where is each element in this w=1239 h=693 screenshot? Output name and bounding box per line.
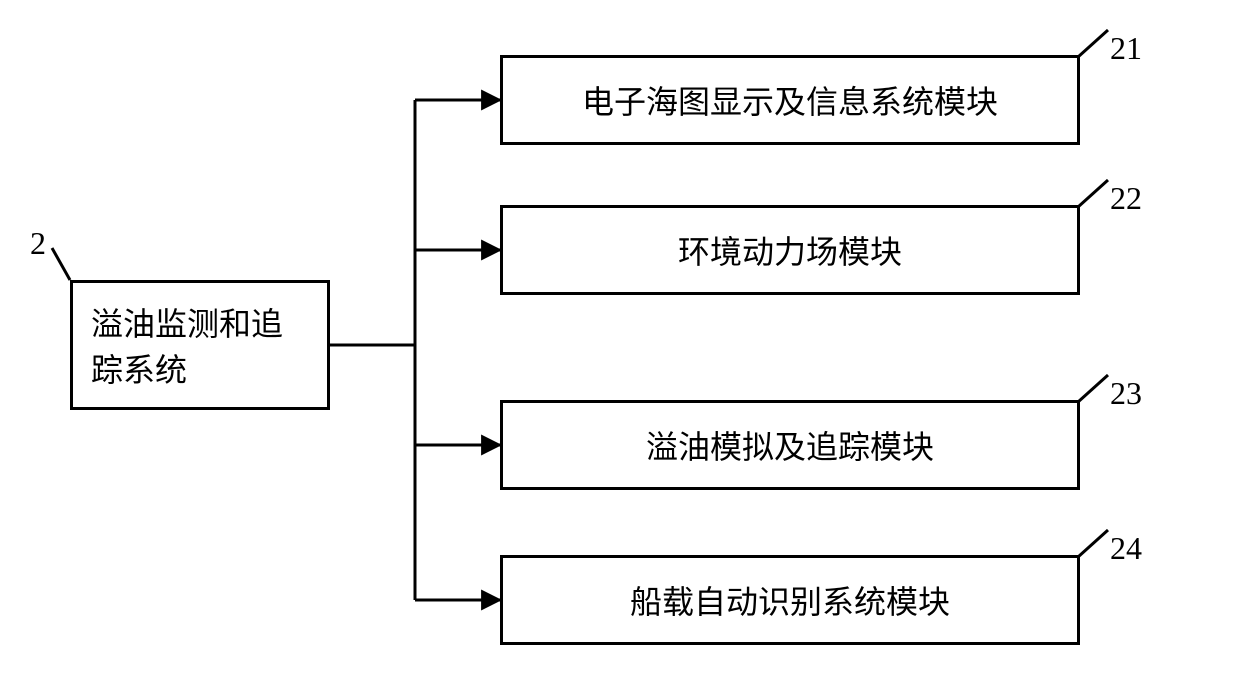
connector-lines bbox=[0, 0, 1239, 693]
